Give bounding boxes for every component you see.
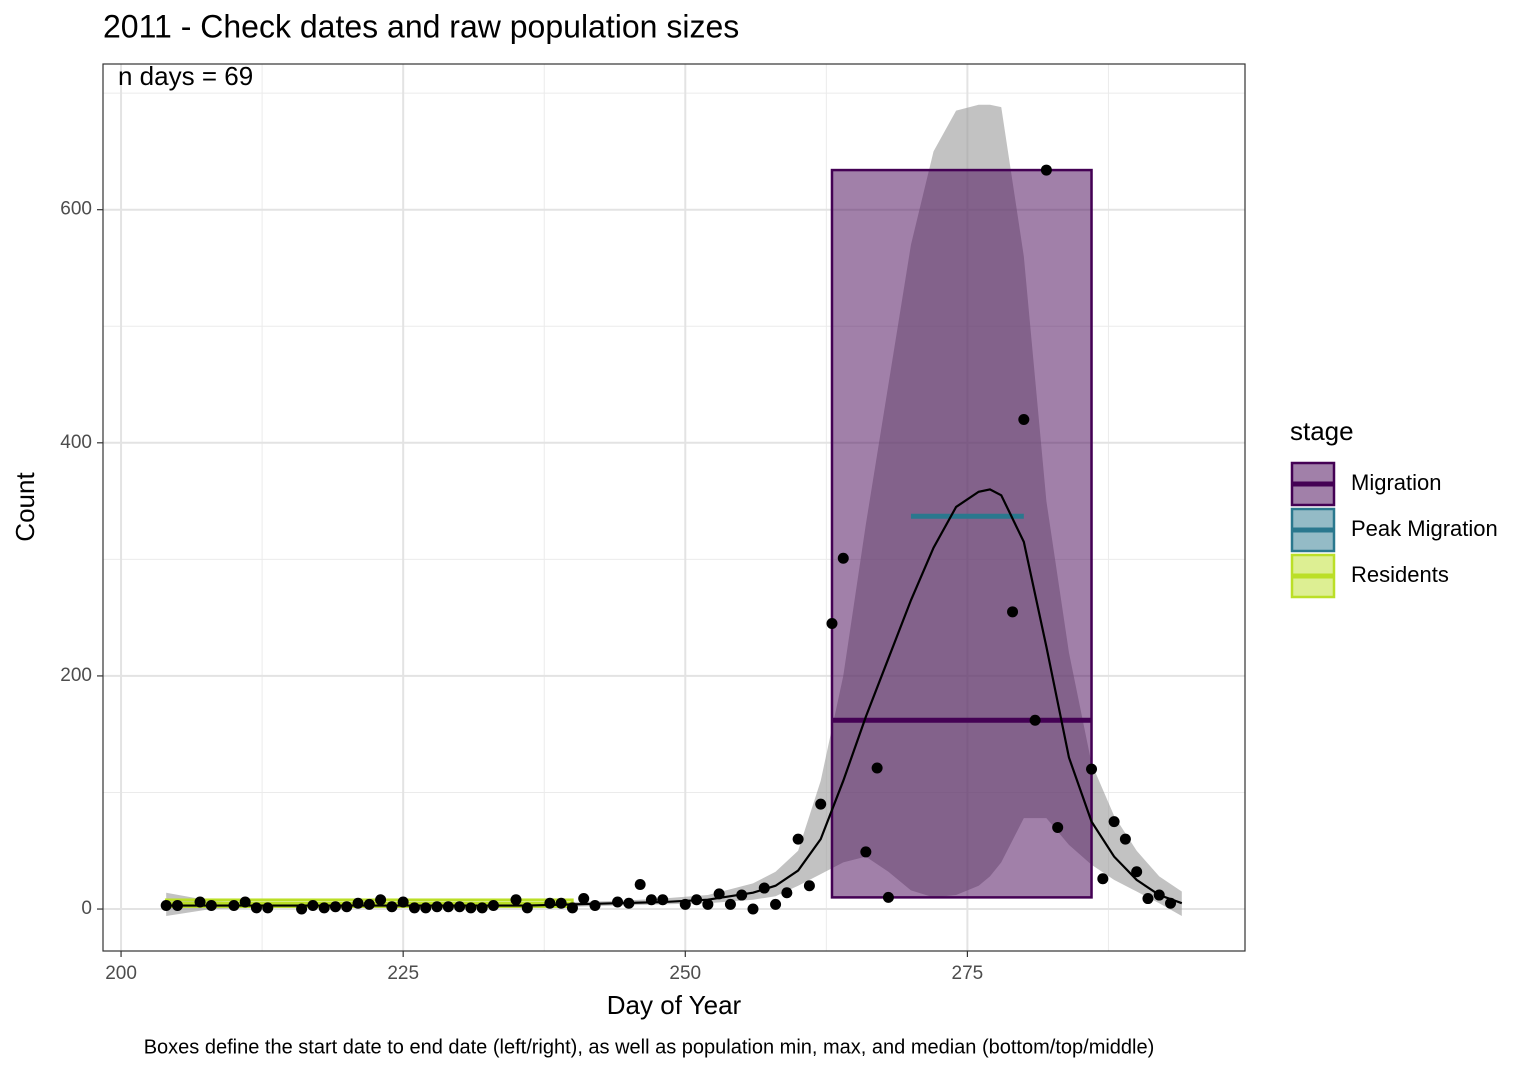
point [736,889,748,901]
legend-label: Migration [1351,470,1441,495]
point [691,894,703,906]
point [871,762,883,774]
grid [103,64,1245,951]
point [803,880,815,892]
point [408,902,420,914]
point [521,902,533,914]
point [307,900,319,912]
point [1097,873,1109,885]
y-tick-label: 200 [60,665,92,686]
point [758,882,770,894]
point [375,894,387,906]
point [341,901,353,913]
point [815,798,827,810]
point [826,617,838,629]
point [555,897,567,909]
point [329,901,341,913]
point [679,898,691,910]
point [657,894,669,906]
axes: 200 225 250 275 0 200 400 600 [60,199,983,984]
point [1007,606,1019,618]
point [1018,413,1030,425]
point [747,903,759,915]
y-tick-label: 400 [60,432,92,453]
stage-box [830,168,1093,899]
point [1052,821,1064,833]
point [250,902,262,914]
point [454,901,466,913]
y-axis-title: Count [10,472,40,542]
x-tick-label: 275 [952,963,984,984]
point [589,900,601,912]
point [634,879,646,891]
legend: Migration Peak Migration Residents [1290,461,1498,599]
point [363,898,375,910]
x-tick-label: 225 [387,963,419,984]
point [1119,833,1131,845]
point [397,896,409,908]
point [623,897,635,909]
caption: Boxes define the start date to end date … [144,1036,1155,1058]
point [645,894,657,906]
point [1108,816,1120,828]
point [171,900,183,912]
point [612,896,624,908]
x-axis-title: Day of Year [607,990,742,1020]
point [792,833,804,845]
annotation: n days = 69 [118,61,253,91]
panel-border [102,63,1246,952]
point [1153,889,1165,901]
point [386,901,398,913]
legend-label: Peak Migration [1351,516,1498,541]
point [476,902,488,914]
point [420,902,432,914]
chart-title: 2011 - Check dates and raw population si… [103,8,739,44]
point [465,902,477,914]
point [442,901,454,913]
point [352,897,364,909]
x-tick-label: 250 [669,963,701,984]
point [262,902,274,914]
point [544,897,556,909]
y-tick-label: 600 [60,199,92,220]
point [160,900,172,912]
point [702,898,714,910]
point [296,903,308,915]
point [228,900,240,912]
point [724,898,736,910]
point [431,901,443,913]
point [1086,763,1098,775]
legend-label: Residents [1351,562,1449,587]
point [1165,897,1177,909]
point [882,891,894,903]
point [205,900,217,912]
legend-title: stage [1290,416,1354,446]
point [837,552,849,564]
point [239,896,251,908]
point [1029,714,1041,726]
point [566,902,578,914]
point [510,894,522,906]
point [781,887,793,899]
point [1040,164,1052,176]
point [578,893,590,905]
point [1131,866,1143,878]
point [318,902,330,914]
point [860,846,872,858]
y-tick-label: 0 [81,898,92,919]
point [194,896,206,908]
point [1142,893,1154,905]
point [770,898,782,910]
point [487,900,499,912]
point [713,888,725,900]
x-tick-label: 200 [105,963,137,984]
plot-area [160,104,1183,917]
